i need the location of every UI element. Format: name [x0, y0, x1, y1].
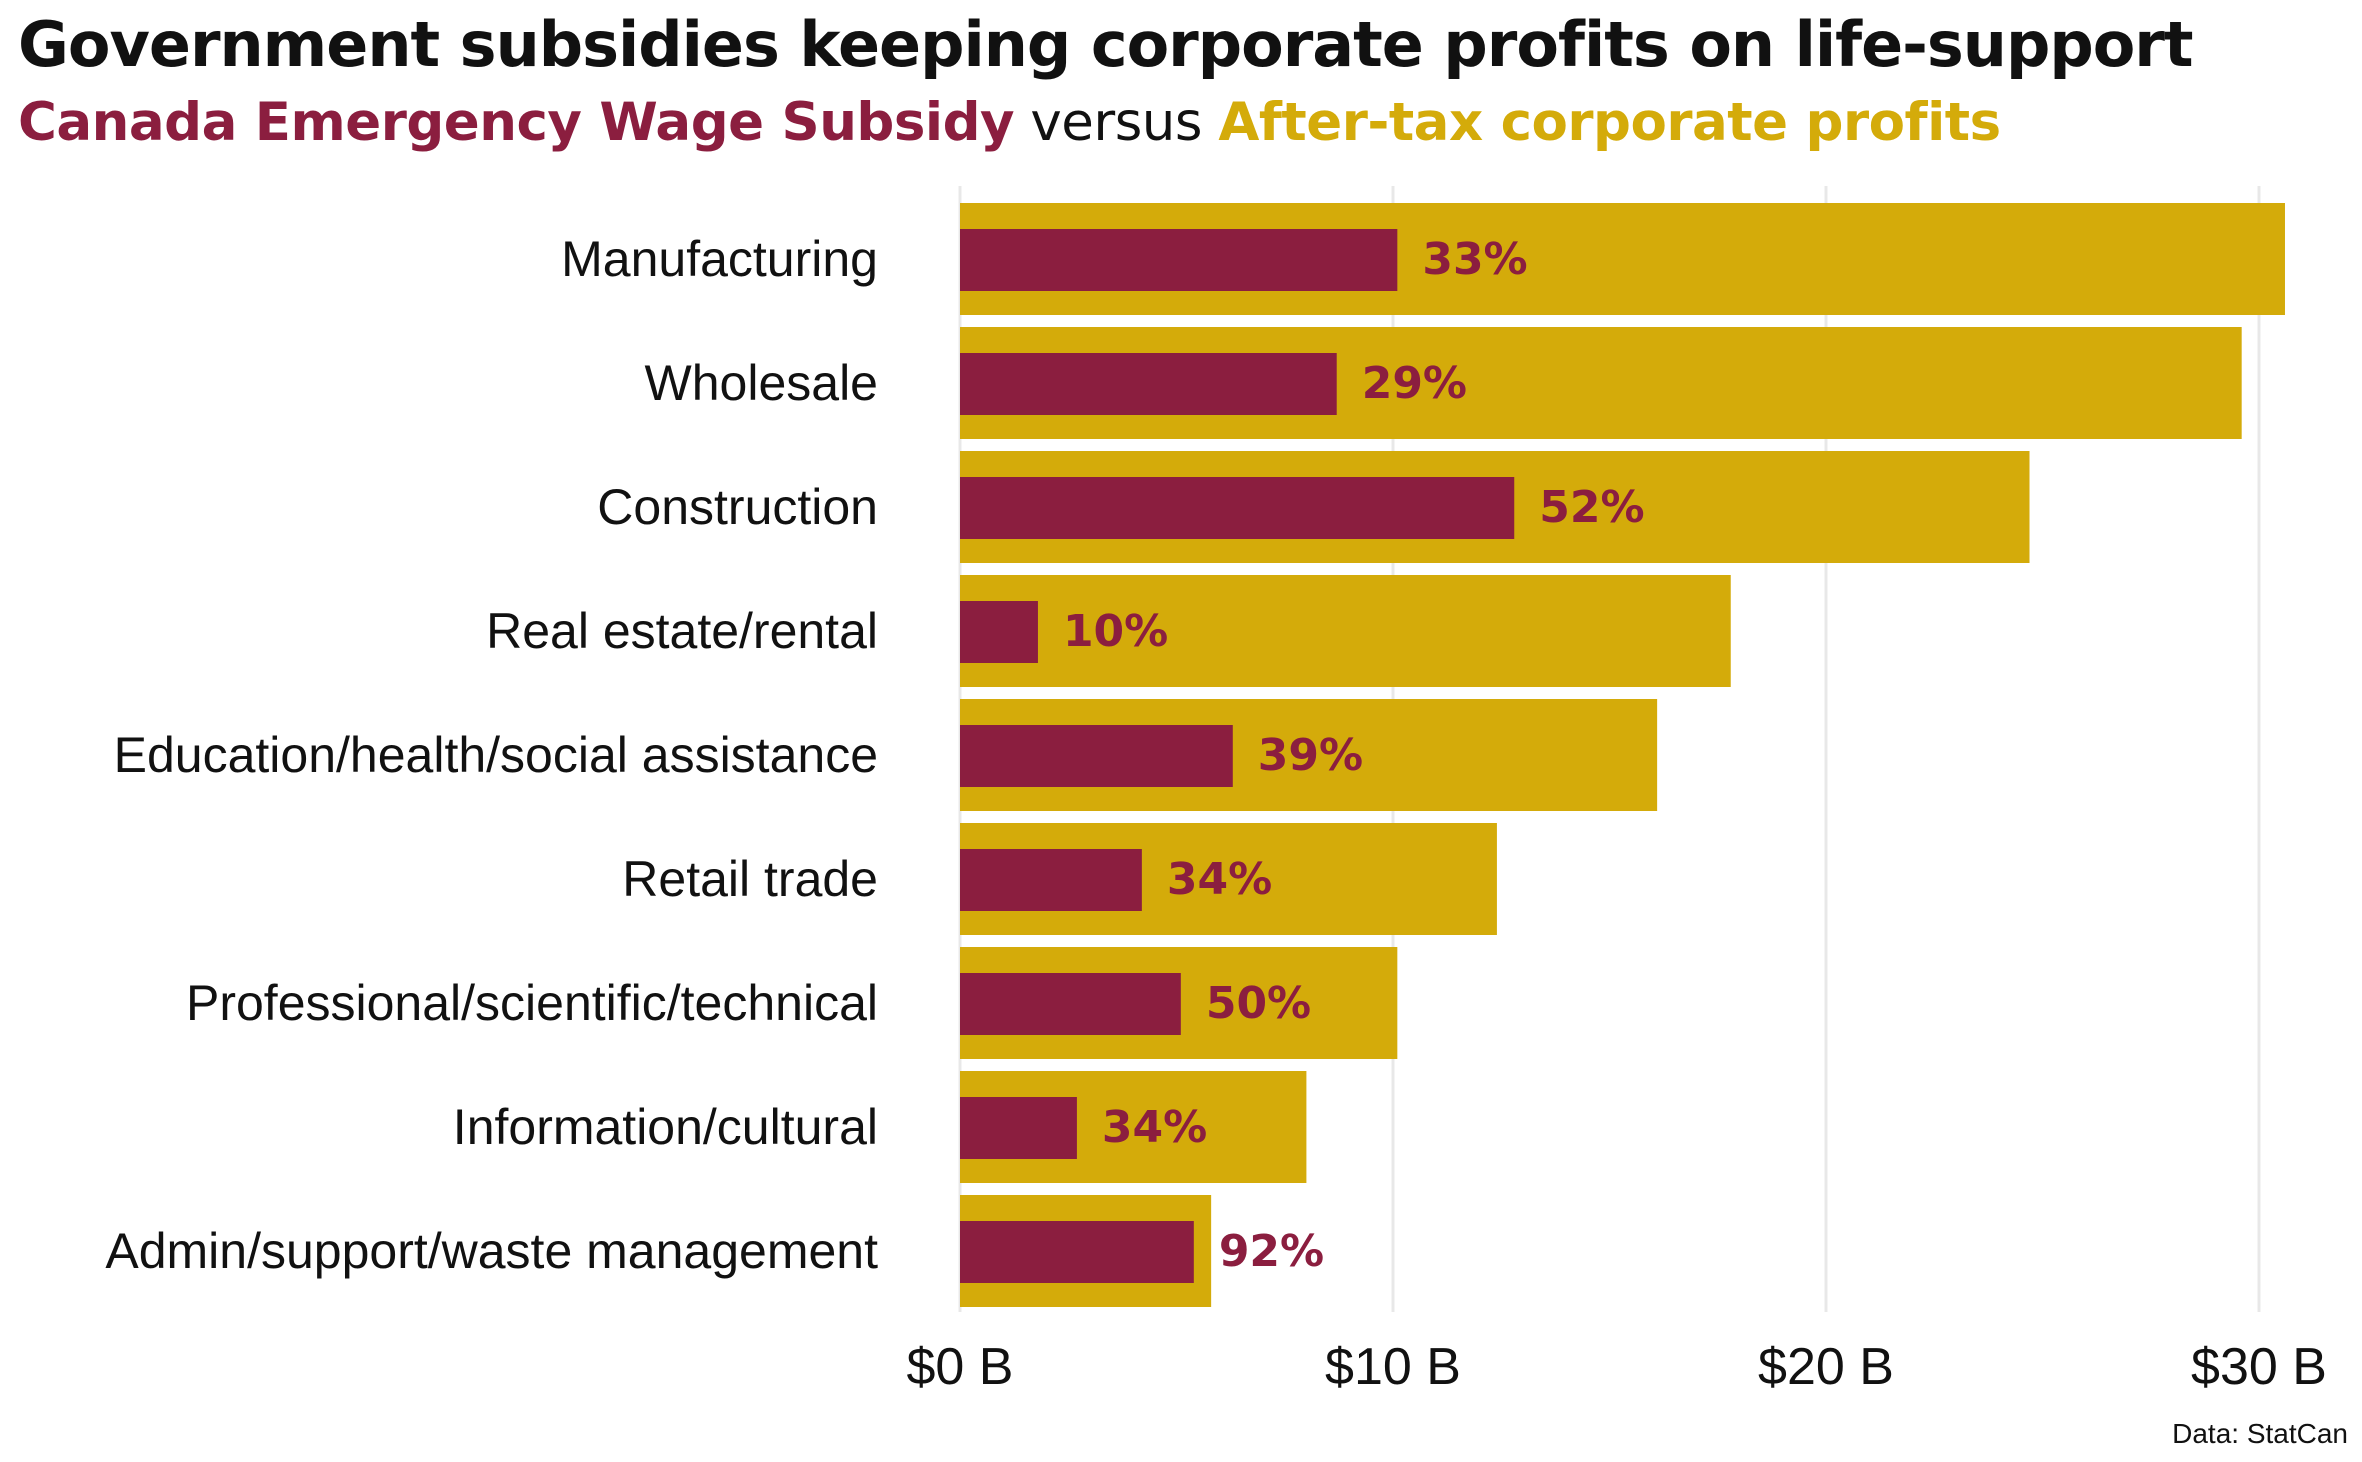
category-label: Admin/support/waste management: [105, 1223, 878, 1279]
x-axis-ticks: $0 B $10 B $20 B $30 B: [907, 1338, 2327, 1396]
subtitle-versus: versus: [1014, 92, 1219, 153]
category-label: Construction: [597, 479, 878, 535]
x-tick-label: $20 B: [1758, 1338, 1894, 1396]
percent-label: 50%: [1206, 978, 1311, 1029]
subsidy-bar: [960, 973, 1181, 1035]
subsidy-bar: [960, 1221, 1194, 1283]
category-label: Manufacturing: [561, 231, 878, 287]
subtitle-profits-label: After-tax corporate profits: [1218, 92, 2001, 153]
category-label: Real estate/rental: [486, 603, 878, 659]
x-tick-label: $0 B: [907, 1338, 1014, 1396]
category-label: Retail trade: [622, 851, 878, 907]
subsidy-bar: [960, 353, 1337, 415]
category-label: Information/cultural: [453, 1099, 878, 1155]
percent-label: 33%: [1422, 234, 1527, 285]
category-label: Wholesale: [645, 355, 878, 411]
percent-label: 34%: [1102, 1102, 1207, 1153]
percent-label: 29%: [1362, 358, 1467, 409]
subsidy-bar: [960, 849, 1142, 911]
source-note: Data: StatCan: [2172, 1418, 2348, 1449]
x-tick-label: $30 B: [2191, 1338, 2327, 1396]
percent-label: 92%: [1219, 1226, 1324, 1277]
subtitle-subsidy-label: Canada Emergency Wage Subsidy: [18, 92, 1015, 153]
chart-subtitle: Canada Emergency Wage Subsidy versus Aft…: [18, 92, 2001, 153]
percent-label: 39%: [1258, 730, 1363, 781]
profits-bar: [960, 575, 1731, 687]
subsidy-bar: [960, 477, 1515, 539]
percent-label: 52%: [1539, 482, 1644, 533]
category-label: Professional/scientific/technical: [186, 975, 878, 1031]
percent-label: 34%: [1167, 854, 1272, 905]
category-labels: Manufacturing Wholesale Construction Real e…: [105, 231, 878, 1279]
percent-label: 10%: [1063, 606, 1168, 657]
subsidy-bar: [960, 1097, 1077, 1159]
subsidy-bar: [960, 601, 1038, 663]
subsidy-bar: [960, 229, 1398, 291]
subsidy-bar: [960, 725, 1233, 787]
category-label: Education/health/social assistance: [114, 727, 878, 783]
x-tick-label: $10 B: [1325, 1338, 1461, 1396]
chart-title: Government subsidies keeping corporate p…: [18, 8, 2194, 81]
bars: 33% 29% 52% 10% 39% 34% 50% 34% 92%: [960, 203, 2285, 1307]
